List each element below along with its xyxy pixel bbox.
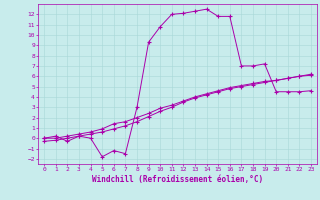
X-axis label: Windchill (Refroidissement éolien,°C): Windchill (Refroidissement éolien,°C) <box>92 175 263 184</box>
